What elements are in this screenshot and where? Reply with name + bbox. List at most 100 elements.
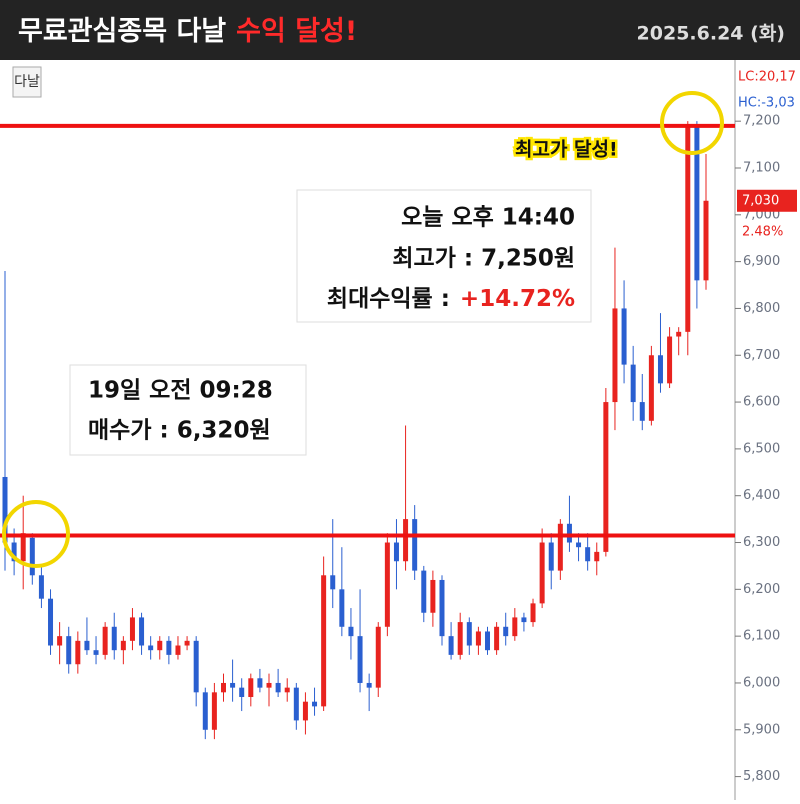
candle-body [239, 687, 245, 698]
lc-label: LC:20,17 [738, 70, 796, 85]
candle-body [321, 575, 327, 707]
y-tick-label: 6,000 [743, 675, 780, 690]
candle-body [84, 640, 90, 651]
candle-body [648, 355, 654, 421]
candle-body [193, 640, 199, 693]
candle-body [603, 402, 609, 552]
y-tick-label: 5,900 [743, 722, 780, 737]
candle-body [312, 701, 318, 707]
candle-body [257, 678, 263, 688]
y-tick-label: 5,800 [743, 769, 780, 784]
candle-body [594, 551, 600, 562]
candle-body [57, 636, 63, 646]
candle-body [284, 687, 290, 693]
candle-body [612, 308, 618, 403]
candle-body [75, 640, 81, 665]
candle-body [475, 631, 481, 646]
hc-label: HC:-3,03 [738, 96, 795, 111]
plot [2, 121, 709, 740]
candle-body [503, 626, 509, 637]
candle-body [120, 640, 126, 651]
candle-body [667, 336, 673, 384]
candle-body [111, 626, 117, 651]
candle-body [102, 626, 108, 655]
candle-body [302, 701, 308, 721]
y-tick-label: 6,700 [743, 348, 780, 363]
candle-body [657, 355, 663, 384]
candle-body [157, 640, 163, 651]
candle-body [248, 678, 254, 698]
y-tick-label: 6,600 [743, 395, 780, 410]
candle-body [393, 542, 399, 562]
candle-body [48, 598, 54, 646]
candle-body [421, 570, 427, 613]
candle-body [685, 125, 691, 332]
y-tick-label: 6,100 [743, 629, 780, 644]
candle-body [339, 589, 345, 627]
candle-body [548, 542, 554, 571]
candle-body [275, 682, 281, 693]
current-price-box [737, 189, 797, 212]
y-tick-label: 7,200 [743, 114, 780, 129]
header-title: 무료관심종목 다날 수익 달성! [18, 16, 357, 47]
header-bar [0, 0, 800, 60]
candle-body [448, 636, 454, 655]
candle-body [621, 308, 627, 365]
candle-body [20, 533, 26, 562]
candle-body [93, 650, 99, 655]
candle-body [148, 645, 154, 651]
candle-body [694, 125, 700, 281]
candle-body [494, 626, 500, 651]
highlight-circle [2, 500, 70, 568]
y-tick-label: 7,100 [743, 160, 780, 175]
candle-body [38, 575, 44, 599]
y-tick-label: 6,300 [743, 535, 780, 550]
candle-body [457, 622, 463, 655]
candle-body [703, 200, 709, 281]
candle-body [366, 682, 372, 688]
candle-body [412, 519, 418, 571]
y-tick-label: 6,200 [743, 582, 780, 597]
y-tick-label: 6,800 [743, 301, 780, 316]
candle-body [139, 617, 145, 646]
highlight-circle [660, 91, 724, 155]
candle-body [66, 636, 72, 665]
title-highlight: 수익 달성! [236, 16, 357, 47]
candle-body [2, 476, 8, 543]
candle-body [403, 519, 409, 562]
candle-body [175, 645, 181, 655]
candle-body [375, 626, 381, 688]
candle-body [430, 579, 436, 613]
candle-body [585, 547, 591, 562]
candle-body [530, 603, 536, 623]
candle-body [676, 331, 682, 337]
annotation-price: 최고가 : 7,250원 [392, 246, 575, 272]
candle-body [485, 631, 491, 651]
peak-label: 최고가 달성! [515, 139, 618, 161]
y-tick-label: 6,500 [743, 441, 780, 456]
candle-body [639, 402, 645, 421]
candle-body [348, 626, 354, 637]
candle-body [512, 617, 518, 637]
symbol: 다날 [14, 74, 40, 90]
return-label: 최대수익률 : [327, 286, 450, 312]
annotation-box [69, 364, 307, 456]
candle-body [11, 542, 17, 562]
candle-body [202, 692, 208, 730]
candle-body [330, 575, 336, 590]
candle-body [129, 617, 135, 641]
candle-body [439, 579, 445, 637]
candle-body [566, 523, 572, 543]
annotation-price: 매수가 : 6,320원 [88, 418, 271, 444]
annotation-time: 19일 오전 09:28 [88, 378, 273, 404]
candle-body [357, 636, 363, 683]
candle-body [576, 542, 582, 548]
candle-body [539, 542, 545, 604]
candle-body [166, 640, 172, 655]
candle-body [630, 364, 636, 403]
title-main: 무료관심종목 다날 [18, 16, 226, 47]
candle-body [184, 640, 190, 646]
candle-body [466, 622, 472, 646]
